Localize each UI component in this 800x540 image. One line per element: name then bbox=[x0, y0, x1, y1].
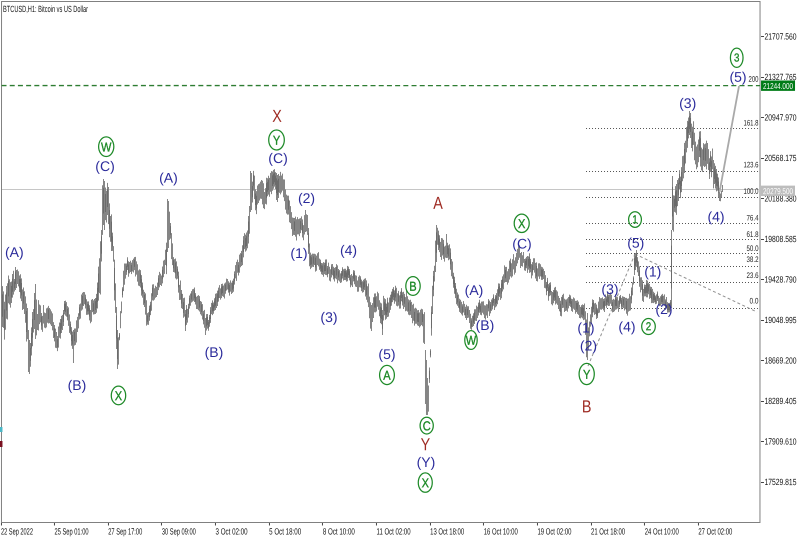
svg-text:(2): (2) bbox=[580, 338, 597, 354]
svg-text:(3): (3) bbox=[601, 281, 618, 297]
svg-text:3: 3 bbox=[734, 52, 740, 65]
svg-text:(1): (1) bbox=[644, 264, 661, 280]
svg-text:21707.560: 21707.560 bbox=[765, 32, 797, 42]
svg-text:(C): (C) bbox=[95, 158, 114, 174]
svg-text:(Y): (Y) bbox=[417, 454, 436, 470]
svg-text:Y: Y bbox=[273, 133, 280, 148]
svg-text:5 Oct 18:00: 5 Oct 18:00 bbox=[269, 526, 301, 536]
svg-text:17529.815: 17529.815 bbox=[764, 477, 796, 487]
svg-text:BTCUSD,H1: Bitcoin vs US Doll: BTCUSD,H1: Bitcoin vs US Dollar bbox=[3, 4, 88, 14]
svg-text:W: W bbox=[101, 140, 112, 155]
svg-text:1: 1 bbox=[632, 214, 638, 227]
svg-text:B: B bbox=[582, 398, 592, 417]
svg-text:17909.610: 17909.610 bbox=[764, 437, 796, 447]
svg-text:(3): (3) bbox=[320, 309, 337, 325]
svg-text:20947.970: 20947.970 bbox=[765, 113, 797, 123]
svg-text:21 Oct 18:00: 21 Oct 18:00 bbox=[591, 527, 625, 537]
svg-text:50.0: 50.0 bbox=[747, 244, 759, 253]
svg-text:19428.790: 19428.790 bbox=[764, 275, 796, 285]
svg-text:(5): (5) bbox=[729, 69, 746, 85]
svg-text:X: X bbox=[422, 476, 429, 491]
svg-text:11 Oct 02:00: 11 Oct 02:00 bbox=[377, 526, 411, 536]
svg-text:X: X bbox=[518, 216, 525, 231]
svg-text:Y: Y bbox=[583, 367, 590, 382]
svg-text:21327.765: 21327.765 bbox=[765, 72, 797, 82]
svg-text:Y: Y bbox=[421, 436, 431, 455]
svg-text:X: X bbox=[272, 108, 282, 127]
svg-text:76.4: 76.4 bbox=[747, 214, 759, 223]
svg-text:B: B bbox=[409, 279, 416, 294]
svg-text:27 Sep 17:00: 27 Sep 17:00 bbox=[108, 526, 142, 536]
svg-text:19048.995: 19048.995 bbox=[764, 315, 796, 325]
svg-text:(4): (4) bbox=[707, 209, 724, 225]
svg-text:0.0: 0.0 bbox=[749, 297, 758, 306]
svg-text:(2): (2) bbox=[655, 301, 672, 317]
svg-text:(4): (4) bbox=[618, 319, 635, 335]
svg-text:22 Sep 2022: 22 Sep 2022 bbox=[1, 526, 33, 536]
svg-text:16 Oct 10:00: 16 Oct 10:00 bbox=[484, 527, 518, 537]
svg-text:25 Sep 01:00: 25 Sep 01:00 bbox=[55, 526, 89, 536]
svg-text:8 Oct 10:00: 8 Oct 10:00 bbox=[323, 526, 355, 536]
svg-text:18289.405: 18289.405 bbox=[764, 396, 796, 406]
svg-text:A: A bbox=[433, 195, 443, 214]
svg-text:(B): (B) bbox=[476, 317, 495, 333]
svg-text:38.2: 38.2 bbox=[746, 255, 758, 264]
svg-text:18669.200: 18669.200 bbox=[764, 356, 796, 366]
svg-text:(A): (A) bbox=[159, 170, 178, 186]
svg-text:27 Oct 02:00: 27 Oct 02:00 bbox=[698, 527, 732, 537]
svg-text:(2): (2) bbox=[298, 190, 315, 206]
svg-text:(5): (5) bbox=[378, 346, 395, 362]
svg-text:(A): (A) bbox=[465, 282, 484, 298]
svg-text:24 Oct 10:00: 24 Oct 10:00 bbox=[645, 527, 679, 537]
svg-text:3 Oct 02:00: 3 Oct 02:00 bbox=[216, 526, 248, 536]
svg-text:20279.500: 20279.500 bbox=[763, 186, 793, 196]
svg-text:(1): (1) bbox=[290, 245, 307, 261]
svg-text:(A): (A) bbox=[5, 244, 24, 260]
svg-text:C: C bbox=[423, 419, 431, 434]
svg-text:(B): (B) bbox=[205, 344, 224, 360]
svg-text:100.0: 100.0 bbox=[744, 187, 759, 196]
svg-text:21244.000: 21244.000 bbox=[763, 81, 793, 91]
svg-text:(5): (5) bbox=[627, 235, 644, 251]
svg-text:(B): (B) bbox=[68, 377, 87, 393]
svg-text:19808.585: 19808.585 bbox=[765, 234, 797, 244]
svg-text:(1): (1) bbox=[577, 320, 594, 336]
svg-text:161.8: 161.8 bbox=[744, 119, 759, 128]
svg-text:X: X bbox=[115, 388, 122, 403]
svg-text:13 Oct 18:00: 13 Oct 18:00 bbox=[430, 527, 464, 537]
svg-text:19 Oct 02:00: 19 Oct 02:00 bbox=[537, 527, 571, 537]
svg-text:23.6: 23.6 bbox=[746, 271, 758, 280]
svg-text:20188.380: 20188.380 bbox=[765, 194, 797, 204]
svg-text:20568.175: 20568.175 bbox=[765, 153, 797, 163]
svg-text:W: W bbox=[466, 333, 477, 348]
svg-text:(3): (3) bbox=[679, 95, 696, 111]
svg-text:200: 200 bbox=[749, 75, 759, 84]
svg-text:A: A bbox=[383, 368, 391, 383]
svg-text:(C): (C) bbox=[268, 150, 287, 166]
svg-text:(C): (C) bbox=[512, 236, 531, 252]
svg-text:30 Sep 09:00: 30 Sep 09:00 bbox=[162, 526, 196, 536]
svg-text:61.8: 61.8 bbox=[747, 230, 759, 239]
svg-text:(4): (4) bbox=[340, 242, 357, 258]
svg-text:123.6: 123.6 bbox=[744, 160, 759, 169]
svg-text:2: 2 bbox=[646, 321, 652, 334]
